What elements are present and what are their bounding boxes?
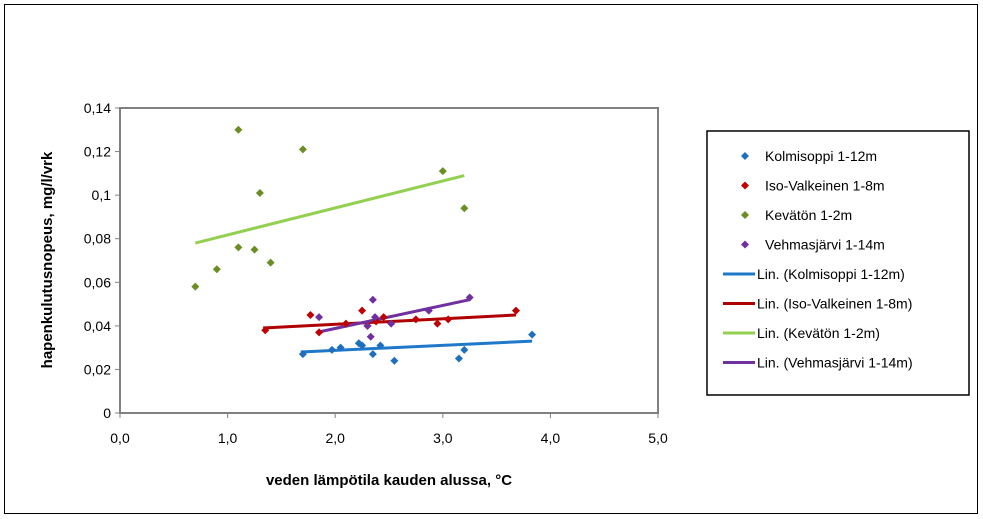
- legend-label: Lin. (Iso-Valkeinen 1-8m): [757, 296, 912, 312]
- legend-label: Lin. (Kevätön 1-2m): [757, 325, 880, 341]
- trendline-7: [316, 298, 471, 334]
- y-tick-label: 0,1: [92, 187, 112, 203]
- data-point: [465, 293, 474, 302]
- data-point: [234, 125, 243, 134]
- data-point: [368, 295, 377, 304]
- data-point: [250, 245, 259, 254]
- x-tick-label: 0,0: [110, 430, 130, 446]
- data-point: [255, 188, 264, 197]
- legend-marker: [741, 240, 749, 249]
- data-point: [528, 330, 537, 339]
- y-tick-label: 0,06: [84, 274, 111, 290]
- legend-label: Iso-Valkeinen 1-8m: [765, 178, 885, 194]
- x-tick-label: 1,0: [218, 430, 238, 446]
- y-tick-label: 0,08: [84, 231, 111, 247]
- y-tick-label: 0,12: [84, 144, 111, 160]
- data-point: [358, 341, 367, 350]
- data-point: [315, 328, 324, 337]
- x-tick-label: 2,0: [325, 430, 345, 446]
- x-tick-label: 5,0: [648, 430, 668, 446]
- legend-marker: [741, 152, 749, 160]
- data-point: [454, 354, 463, 363]
- trendline-6: [194, 174, 465, 245]
- trendline-4: [300, 339, 533, 354]
- y-tick-label: 0: [103, 405, 111, 421]
- data-point: [366, 332, 375, 341]
- axes: 0,0 1,0 2,0 3,0 4,0 5,0 0 0,02 0,04 0,06 0,08 0,1 0,…: [84, 100, 668, 446]
- data-point: [387, 319, 396, 328]
- legend-marker: [741, 181, 749, 190]
- data-point: [234, 243, 243, 252]
- data-point: [261, 326, 270, 335]
- trendlines: [194, 174, 533, 354]
- data-point: [371, 313, 380, 322]
- data-point: [341, 319, 350, 328]
- y-axis-title: hapenkulutusnopeus, mg/l/vrk: [39, 151, 56, 368]
- data-point: [411, 315, 420, 324]
- y-tick-label: 0,04: [84, 318, 111, 334]
- data-point: [212, 265, 221, 274]
- legend-label: Lin. (Kolmisoppi 1-12m): [757, 266, 905, 282]
- legend-label: Kolmisoppi 1-12m: [765, 148, 877, 164]
- data-point: [390, 356, 399, 365]
- x-tick-label: 4,0: [541, 430, 561, 446]
- y-tick-label: 0,02: [84, 361, 111, 377]
- data-point: [191, 282, 200, 291]
- data-point: [379, 313, 388, 322]
- data-points: [191, 125, 537, 365]
- data-point: [298, 145, 307, 154]
- data-point: [327, 345, 336, 354]
- legend-marker: [741, 211, 749, 219]
- legend-box: [706, 130, 970, 396]
- legend-label: Kevätön 1-2m: [765, 207, 852, 223]
- legend: Kolmisoppi 1-12m Iso-Valkeinen 1-8m Kevätö…: [706, 130, 970, 396]
- data-point: [444, 315, 453, 324]
- data-point: [424, 306, 433, 315]
- data-point: [298, 350, 307, 359]
- data-point: [438, 167, 447, 176]
- x-axis-title: veden lämpötila kauden alussa, °C: [266, 472, 512, 489]
- y-tick-label: 0,14: [84, 100, 111, 116]
- legend-label: Lin. (Vehmasjärvi 1-14m): [757, 355, 913, 371]
- data-point: [363, 321, 372, 330]
- data-point: [433, 319, 442, 328]
- plot-border: [119, 107, 659, 414]
- data-point: [368, 350, 377, 359]
- data-point: [336, 343, 345, 352]
- data-point: [376, 341, 385, 350]
- data-point: [358, 306, 367, 315]
- data-point: [460, 204, 469, 213]
- plot-area: [119, 107, 659, 414]
- data-point: [266, 258, 275, 267]
- data-point: [460, 345, 469, 354]
- data-point: [306, 310, 315, 319]
- legend-label: Vehmasjärvi 1-14m: [765, 237, 885, 253]
- data-point: [315, 313, 324, 322]
- data-point: [511, 306, 520, 315]
- x-tick-label: 3,0: [433, 430, 453, 446]
